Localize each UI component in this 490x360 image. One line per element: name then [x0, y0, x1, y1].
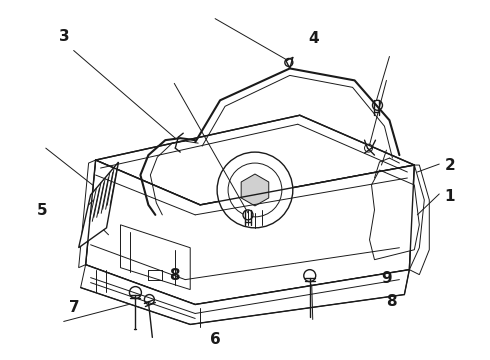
Text: 2: 2 — [444, 158, 455, 173]
Polygon shape — [241, 174, 269, 206]
Circle shape — [129, 287, 142, 298]
Polygon shape — [96, 115, 415, 205]
Circle shape — [145, 294, 154, 305]
Text: 6: 6 — [210, 332, 221, 347]
Circle shape — [228, 163, 282, 217]
Circle shape — [285, 58, 293, 67]
Polygon shape — [409, 165, 429, 275]
Circle shape — [304, 270, 316, 282]
Polygon shape — [369, 170, 419, 260]
Text: 4: 4 — [308, 31, 318, 46]
Text: 1: 1 — [445, 189, 455, 204]
Text: 7: 7 — [69, 300, 79, 315]
Text: 5: 5 — [37, 203, 48, 218]
Text: 3: 3 — [59, 29, 70, 44]
Text: 9: 9 — [381, 271, 392, 286]
Polygon shape — [121, 225, 190, 289]
Text: 8: 8 — [386, 294, 397, 310]
Polygon shape — [81, 265, 409, 324]
Polygon shape — [78, 160, 96, 268]
Circle shape — [243, 210, 253, 220]
Circle shape — [365, 144, 372, 152]
Circle shape — [217, 152, 293, 228]
Circle shape — [372, 100, 383, 110]
Polygon shape — [86, 160, 415, 305]
Polygon shape — [78, 162, 119, 248]
Text: 8: 8 — [169, 267, 179, 283]
